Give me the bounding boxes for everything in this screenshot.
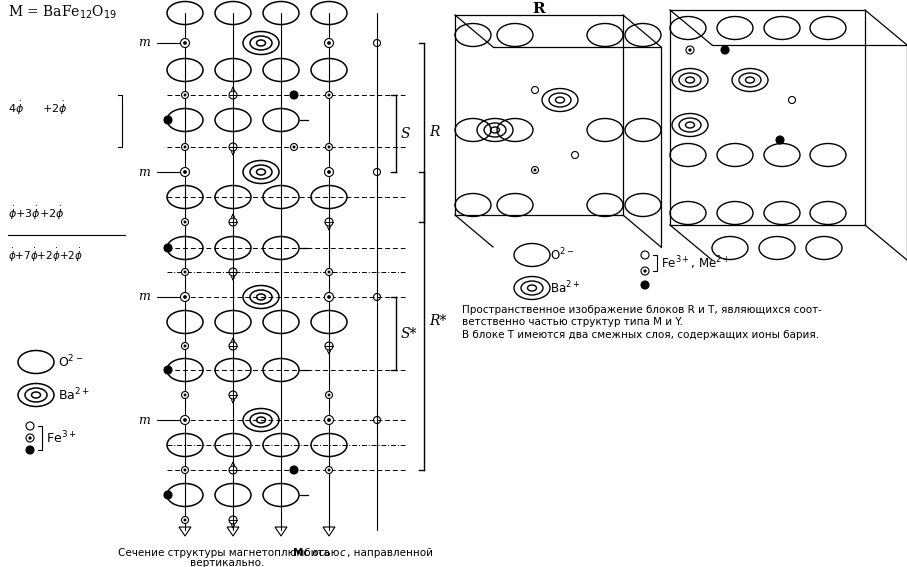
Circle shape: [327, 393, 330, 396]
Circle shape: [183, 94, 187, 96]
Circle shape: [721, 46, 729, 54]
Text: c: c: [340, 548, 346, 558]
Circle shape: [325, 416, 334, 425]
Text: m: m: [138, 413, 150, 426]
Circle shape: [181, 517, 189, 523]
Circle shape: [327, 418, 331, 422]
Circle shape: [183, 221, 187, 223]
Text: Fe$^{3+}$: Fe$^{3+}$: [46, 430, 77, 446]
Circle shape: [776, 136, 784, 144]
Circle shape: [180, 416, 190, 425]
Circle shape: [180, 293, 190, 302]
Circle shape: [181, 218, 189, 226]
Circle shape: [180, 167, 190, 176]
Circle shape: [641, 281, 649, 289]
Circle shape: [26, 446, 34, 454]
Text: $\dot{\phi}$+3$\dot{\phi}$+2$\dot{\phi}$: $\dot{\phi}$+3$\dot{\phi}$+2$\dot{\phi}$: [8, 204, 64, 222]
Text: $\dot{\phi}$+7$\dot{\phi}$+2$\dot{\phi}$+2$\dot{\phi}$: $\dot{\phi}$+7$\dot{\phi}$+2$\dot{\phi}$…: [8, 247, 83, 264]
Text: вертикально.: вертикально.: [190, 558, 264, 567]
Circle shape: [181, 269, 189, 276]
Circle shape: [290, 143, 297, 150]
Circle shape: [180, 39, 190, 48]
Circle shape: [181, 342, 189, 349]
Circle shape: [183, 418, 187, 422]
Circle shape: [28, 437, 32, 439]
Circle shape: [181, 143, 189, 150]
Text: M = BaFe$_{12}$O$_{19}$: M = BaFe$_{12}$O$_{19}$: [8, 4, 117, 22]
Circle shape: [325, 167, 334, 176]
Circle shape: [327, 468, 330, 472]
Circle shape: [183, 270, 187, 273]
Text: R*: R*: [429, 314, 446, 328]
Circle shape: [327, 94, 330, 96]
Text: O$^{2-}$: O$^{2-}$: [550, 247, 574, 263]
Circle shape: [327, 270, 330, 273]
Text: M: M: [293, 548, 303, 558]
Circle shape: [641, 267, 649, 275]
Text: В блоке Т имеются два смежных слоя, содержащих ионы бария.: В блоке Т имеются два смежных слоя, соде…: [462, 330, 819, 340]
Circle shape: [183, 345, 187, 348]
Circle shape: [643, 269, 647, 273]
Circle shape: [164, 491, 172, 499]
Circle shape: [532, 167, 539, 174]
Circle shape: [183, 468, 187, 472]
Text: Ba$^{2+}$: Ba$^{2+}$: [58, 387, 90, 403]
Circle shape: [686, 46, 694, 54]
Circle shape: [327, 295, 331, 299]
Text: m: m: [138, 36, 150, 49]
Circle shape: [325, 39, 334, 48]
Text: S*: S*: [401, 327, 417, 341]
Circle shape: [164, 244, 172, 252]
Text: Fe$^{3+}$, Me$^{2+}$: Fe$^{3+}$, Me$^{2+}$: [661, 254, 730, 272]
Circle shape: [326, 143, 333, 150]
Text: Пространственное изображение блоков R и T, являющихся соот-: Пространственное изображение блоков R и …: [462, 305, 822, 315]
Circle shape: [326, 269, 333, 276]
Circle shape: [293, 146, 296, 149]
Circle shape: [533, 168, 536, 171]
Text: Сечение структуры магнетоплюмбита: Сечение структуры магнетоплюмбита: [118, 548, 333, 558]
Text: m: m: [138, 290, 150, 303]
Circle shape: [326, 391, 333, 399]
Circle shape: [688, 48, 692, 52]
Circle shape: [183, 393, 187, 396]
Text: ветственно частью структур типа M и Y.: ветственно частью структур типа M и Y.: [462, 317, 683, 327]
Circle shape: [26, 434, 34, 442]
Circle shape: [164, 366, 172, 374]
Circle shape: [327, 170, 331, 174]
Circle shape: [326, 467, 333, 473]
Text: R: R: [532, 2, 545, 16]
Circle shape: [183, 519, 187, 522]
Circle shape: [326, 91, 333, 99]
Circle shape: [181, 467, 189, 473]
Circle shape: [183, 146, 187, 149]
Circle shape: [325, 293, 334, 302]
Text: m: m: [138, 166, 150, 179]
Circle shape: [290, 91, 298, 99]
Circle shape: [183, 170, 187, 174]
Circle shape: [164, 116, 172, 124]
Text: , направленной: , направленной: [347, 548, 433, 558]
Text: O$^{2-}$: O$^{2-}$: [58, 354, 83, 370]
Text: 4$\dot{\phi}$: 4$\dot{\phi}$: [8, 99, 24, 117]
Circle shape: [183, 41, 187, 45]
Text: S: S: [401, 126, 411, 141]
Circle shape: [181, 391, 189, 399]
Text: с осью: с осью: [300, 548, 343, 558]
Text: Ba$^{2+}$: Ba$^{2+}$: [550, 280, 580, 297]
Circle shape: [181, 91, 189, 99]
Circle shape: [183, 295, 187, 299]
Circle shape: [290, 466, 298, 474]
Circle shape: [327, 146, 330, 149]
Text: +2$\dot{\phi}$: +2$\dot{\phi}$: [42, 99, 67, 117]
Circle shape: [327, 41, 331, 45]
Text: R: R: [429, 125, 440, 139]
